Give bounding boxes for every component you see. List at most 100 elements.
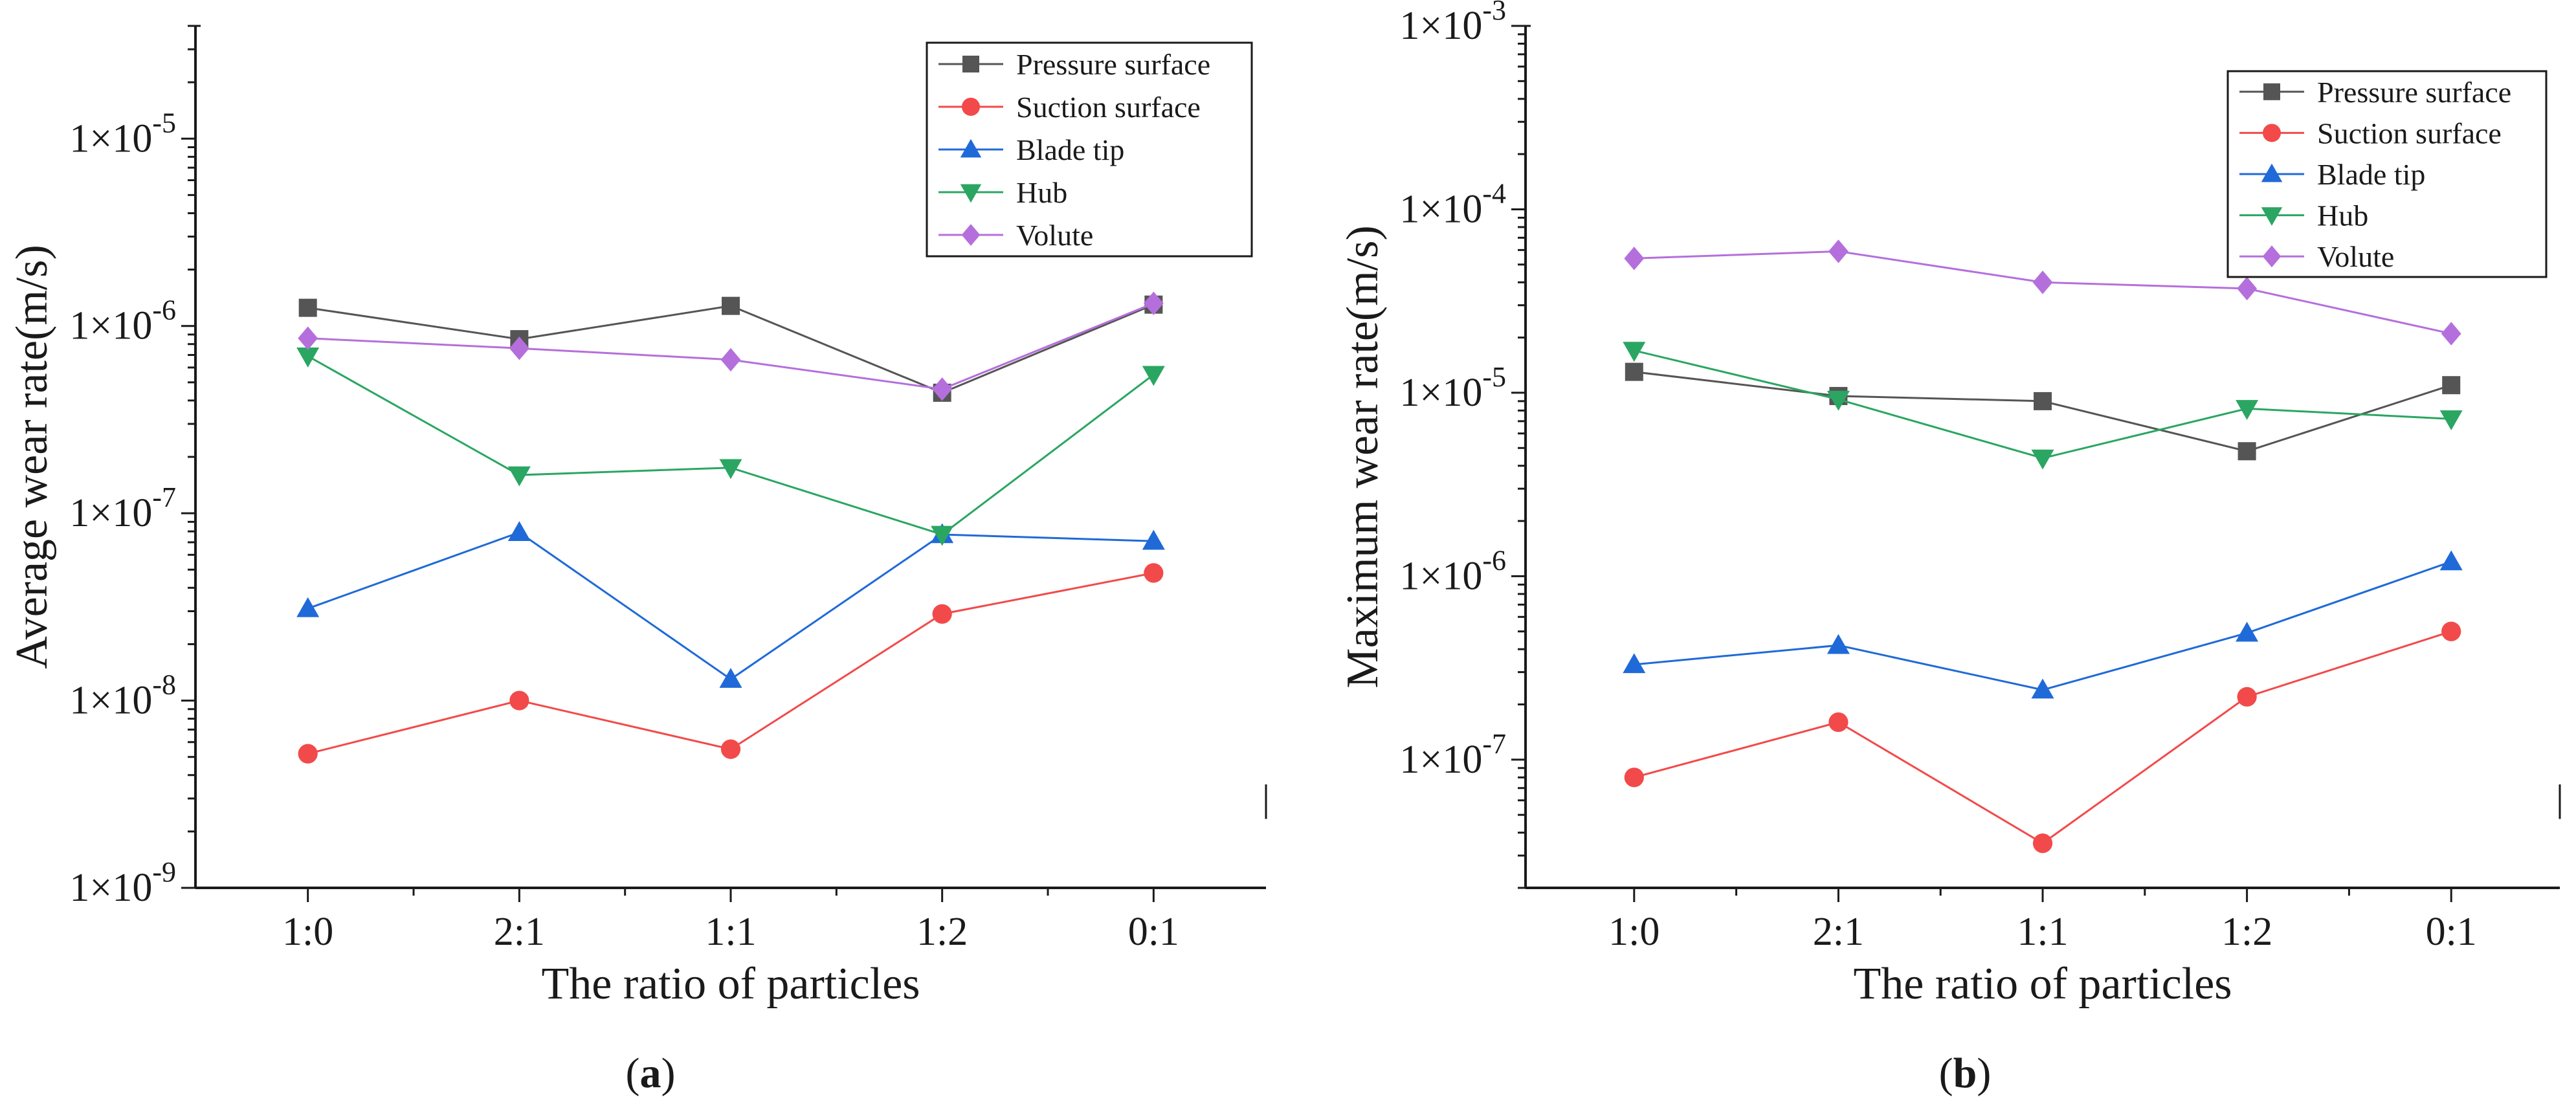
legend-label: Volute xyxy=(2317,240,2394,273)
data-point xyxy=(2441,322,2461,346)
series-hub xyxy=(1623,342,2463,470)
data-point xyxy=(2439,410,2463,430)
y-tick-label-base: 1×10 xyxy=(69,866,152,910)
y-tick-label-exponent: -6 xyxy=(1482,544,1506,576)
data-point xyxy=(1625,362,1643,381)
data-point xyxy=(2441,621,2461,641)
data-point xyxy=(1827,634,1850,654)
data-point xyxy=(719,459,742,480)
x-axis-title: The ratio of particles xyxy=(541,959,920,1009)
data-point xyxy=(2236,400,2259,420)
legend-label: Hub xyxy=(2317,199,2368,232)
x-tick-label: 1:2 xyxy=(2221,910,2272,954)
data-point xyxy=(1142,366,1165,386)
data-point xyxy=(1623,342,1646,362)
data-point xyxy=(1143,291,1164,315)
y-tick-label: 1×10-5 xyxy=(69,107,176,160)
series-hub xyxy=(296,348,1165,546)
data-point xyxy=(1827,390,1850,411)
y-tick-label: 1×10-6 xyxy=(69,294,176,348)
y-tick-label: 1×10-7 xyxy=(69,481,176,535)
panel-label: (b) xyxy=(1939,1050,1992,1097)
y-tick-label-base: 1×10 xyxy=(1399,738,1482,782)
data-point xyxy=(1828,239,1849,263)
legend-swatch-marker xyxy=(960,184,982,203)
legend-swatch-marker xyxy=(961,224,981,246)
panel-label-letter: a xyxy=(640,1050,661,1097)
data-point xyxy=(932,377,953,401)
panel-label-open: ( xyxy=(1939,1050,1953,1097)
series-blade-tip xyxy=(296,521,1165,688)
legend-label: Suction surface xyxy=(2317,116,2502,149)
data-point xyxy=(296,597,320,617)
panel-label-close: ) xyxy=(1977,1050,1991,1097)
data-point xyxy=(2031,449,2054,470)
series-suction-surface xyxy=(298,563,1164,764)
data-point xyxy=(931,525,954,546)
data-point xyxy=(298,744,318,764)
data-point xyxy=(720,739,741,759)
data-point xyxy=(2439,550,2463,571)
legend-label: Blade tip xyxy=(1016,133,1124,166)
legend-label: Hub xyxy=(1016,176,1067,209)
data-point xyxy=(507,466,531,487)
y-tick-label-base: 1×10 xyxy=(69,491,152,535)
data-point xyxy=(2237,442,2256,461)
y-tick-label-exponent: -5 xyxy=(1482,361,1506,393)
data-point xyxy=(2237,687,2257,707)
series-line xyxy=(307,571,1154,755)
x-tick-label: 1:0 xyxy=(1608,910,1660,954)
legend-swatch-marker xyxy=(962,56,979,72)
y-axis-title: Maximum wear rate(m/s) xyxy=(1338,225,1388,688)
y-tick-label-exponent: -7 xyxy=(152,481,176,513)
y-tick-label: 1×10-4 xyxy=(1399,177,1506,231)
data-point xyxy=(722,296,740,315)
data-point xyxy=(509,336,529,360)
x-tick-label: 2:1 xyxy=(1813,910,1864,954)
data-point xyxy=(1144,563,1164,583)
y-tick-label-exponent: -6 xyxy=(152,294,176,326)
y-tick-label-exponent: -8 xyxy=(152,669,176,701)
legend-swatch-marker xyxy=(2261,163,2283,182)
panel-label: (a) xyxy=(626,1050,676,1097)
data-point xyxy=(2237,276,2258,301)
y-tick-label: 1×10-7 xyxy=(1399,728,1506,782)
y-tick-label-base: 1×10 xyxy=(69,304,152,348)
y-tick-label: 1×10-5 xyxy=(1399,361,1506,415)
data-point xyxy=(2236,621,2259,642)
y-tick-label: 1×10-8 xyxy=(69,669,176,723)
chart-panel-b: 1×10-71×10-61×10-51×10-41×10-31:0 2:1 1:1 1… xyxy=(1338,0,2561,1097)
y-tick-label-base: 1×10 xyxy=(69,679,152,723)
data-point xyxy=(719,668,742,688)
legend: Pressure surface Suction surface Blade tip… xyxy=(2226,70,2548,278)
legend-swatch-marker xyxy=(961,97,981,116)
y-tick-label-base: 1×10 xyxy=(1399,187,1482,231)
series-blade-tip xyxy=(1623,550,2463,699)
data-point xyxy=(298,298,317,317)
panel-label-close: ) xyxy=(661,1050,676,1097)
y-tick-label: 1×10-3 xyxy=(1399,0,1506,48)
data-point xyxy=(509,690,529,711)
y-tick-label-base: 1×10 xyxy=(1399,554,1482,598)
data-point xyxy=(1624,767,1644,788)
series-suction-surface xyxy=(1624,621,2461,854)
x-tick-label: 1:0 xyxy=(282,910,333,954)
legend-label: Pressure surface xyxy=(2317,76,2511,109)
legend-label: Blade tip xyxy=(2317,158,2425,191)
legend: Pressure surface Suction surface Blade tip… xyxy=(926,41,1253,258)
y-tick-label-base: 1×10 xyxy=(1399,4,1482,48)
data-point xyxy=(2031,678,2054,699)
data-point xyxy=(2032,270,2053,294)
x-tick-label: 0:1 xyxy=(1128,910,1179,954)
y-tick-label-exponent: -9 xyxy=(152,856,176,888)
legend-swatch-marker xyxy=(2261,207,2283,226)
y-axis-title: Average wear rate(m/s) xyxy=(7,245,57,669)
y-tick-label-base: 1×10 xyxy=(1399,371,1482,415)
x-tick-label: 1:1 xyxy=(705,910,756,954)
legend-label: Pressure surface xyxy=(1016,48,1210,81)
y-tick-label: 1×10-6 xyxy=(1399,544,1506,598)
panel-label-open: ( xyxy=(626,1050,640,1097)
data-point xyxy=(296,348,320,368)
x-axis-title: The ratio of particles xyxy=(1853,959,2232,1009)
